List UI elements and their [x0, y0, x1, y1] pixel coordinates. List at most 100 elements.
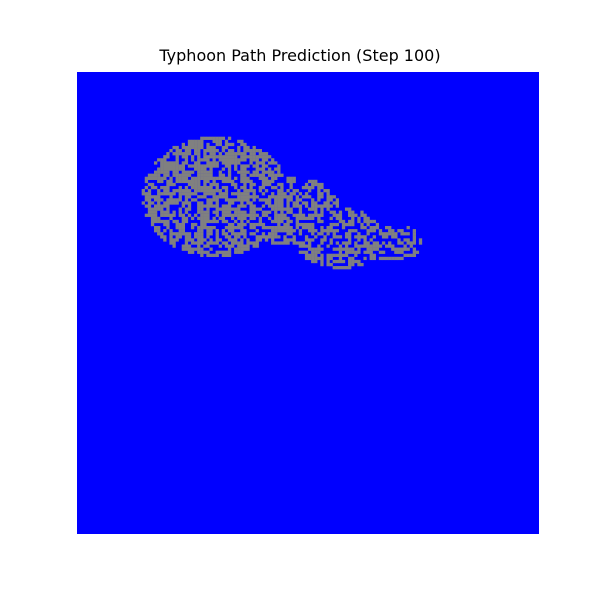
- cloud-cell: [351, 210, 355, 214]
- cloud-cell: [178, 149, 182, 153]
- cloud-cell: [181, 232, 185, 236]
- cloud-cell: [264, 164, 269, 168]
- cloud-cell: [237, 213, 241, 217]
- cloud-cell: [252, 207, 256, 211]
- cloud-cell: [314, 204, 318, 208]
- cloud-cell: [169, 241, 173, 245]
- cloud-cell: [261, 213, 266, 217]
- cloud-cell: [215, 229, 219, 233]
- cloud-cell: [286, 226, 290, 230]
- cloud-cell: [308, 216, 312, 221]
- cloud-cell: [308, 241, 312, 245]
- cloud-cell: [329, 253, 333, 257]
- cloud-cell: [197, 155, 201, 159]
- cloud-cell: [277, 164, 281, 168]
- cloud-cell: [206, 185, 210, 190]
- cloud-cell: [366, 219, 370, 224]
- cloud-cell: [212, 241, 216, 245]
- cloud-cell: [206, 189, 210, 193]
- cloud-cell: [301, 216, 306, 221]
- cloud-cell: [206, 173, 210, 177]
- cloud-cell: [237, 235, 241, 239]
- cloud-cell: [234, 155, 238, 159]
- cloud-cell: [249, 155, 253, 159]
- cloud-cell: [218, 158, 222, 162]
- cloud-cell: [190, 182, 195, 187]
- cloud-cell: [218, 189, 222, 193]
- cloud-cell: [357, 216, 361, 221]
- cloud-cell: [292, 241, 296, 245]
- cloud-cell: [141, 189, 145, 193]
- cloud-cell: [363, 235, 367, 239]
- cloud-cell: [335, 222, 339, 227]
- cloud-cell: [144, 176, 149, 180]
- cloud-cell: [234, 219, 238, 224]
- cloud-cell: [246, 170, 250, 174]
- cloud-cell: [348, 210, 352, 214]
- cloud-cell: [184, 192, 189, 196]
- cloud-cell: [271, 207, 275, 211]
- cloud-cell: [187, 207, 192, 211]
- cloud-cell: [301, 185, 306, 190]
- cloud-cell: [206, 235, 210, 239]
- cloud-cell: [221, 145, 226, 150]
- cloud-cell: [163, 164, 167, 168]
- cloud-cell: [271, 195, 275, 199]
- cloud-cell: [206, 179, 210, 184]
- cloud-cell: [400, 256, 404, 261]
- cloud-cell: [218, 216, 222, 221]
- cloud-cell: [187, 142, 192, 147]
- cloud-cell: [243, 216, 247, 221]
- cloud-cell: [249, 152, 253, 156]
- cloud-cell: [160, 210, 164, 214]
- cloud-cell: [354, 253, 358, 257]
- cloud-cell: [308, 226, 312, 230]
- cloud-cell: [169, 149, 173, 153]
- cloud-cell: [341, 247, 346, 251]
- cloud-cell: [172, 232, 176, 236]
- cloud-cell: [200, 229, 204, 233]
- cloud-cell: [147, 195, 152, 199]
- cloud-cell: [231, 226, 235, 230]
- cloud-cell: [323, 235, 327, 239]
- cloud-cell: [280, 219, 284, 224]
- cloud-cell: [348, 262, 352, 267]
- cloud-cell: [280, 189, 284, 193]
- cloud-cell: [221, 136, 226, 140]
- cloud-cell: [329, 210, 333, 214]
- cloud-cell: [184, 145, 189, 150]
- cloud-cell: [227, 207, 232, 211]
- cloud-cell: [283, 207, 287, 211]
- cloud-cell: [348, 232, 352, 236]
- cloud-cell: [215, 155, 219, 159]
- cloud-cell: [224, 253, 229, 257]
- cloud-cell: [237, 232, 241, 236]
- cloud-cell: [209, 155, 213, 159]
- cloud-cell: [160, 179, 164, 184]
- cloud-cell: [311, 250, 315, 254]
- cloud-cell: [240, 198, 244, 202]
- cloud-cell: [175, 189, 179, 193]
- cloud-cell: [166, 164, 170, 168]
- cloud-cell: [372, 247, 376, 251]
- cloud-cell: [215, 182, 219, 187]
- cloud-cell: [351, 219, 355, 224]
- cloud-cell: [200, 173, 204, 177]
- cloud-cell: [172, 161, 176, 165]
- cloud-cell: [160, 198, 164, 202]
- cloud-cell: [178, 176, 182, 180]
- cloud-cell: [175, 201, 179, 205]
- cloud-cell: [197, 247, 201, 251]
- cloud-cell: [172, 192, 176, 196]
- cloud-cell: [274, 216, 278, 221]
- cloud-cell: [163, 219, 167, 224]
- cloud-cell: [360, 244, 364, 248]
- cloud-cell: [209, 253, 213, 257]
- cloud-cell: [240, 195, 244, 199]
- cloud-cell: [289, 238, 293, 242]
- cloud-cell: [206, 136, 210, 140]
- cloud-cell: [175, 179, 179, 184]
- cloud-cell: [304, 256, 309, 261]
- cloud-cell: [274, 213, 278, 217]
- cloud-cell: [197, 179, 201, 184]
